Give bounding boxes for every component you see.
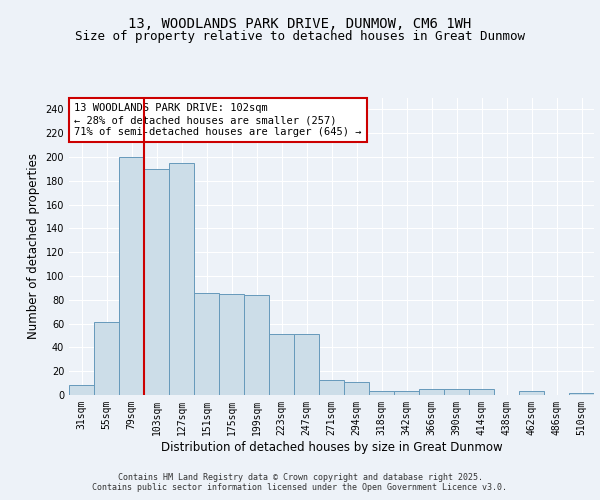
Text: Contains HM Land Registry data © Crown copyright and database right 2025.: Contains HM Land Registry data © Crown c… — [118, 472, 482, 482]
Text: 13 WOODLANDS PARK DRIVE: 102sqm
← 28% of detached houses are smaller (257)
71% o: 13 WOODLANDS PARK DRIVE: 102sqm ← 28% of… — [74, 104, 362, 136]
Text: 13, WOODLANDS PARK DRIVE, DUNMOW, CM6 1WH: 13, WOODLANDS PARK DRIVE, DUNMOW, CM6 1W… — [128, 18, 472, 32]
Bar — [569, 392, 594, 395]
Bar — [144, 169, 169, 395]
Bar — [394, 392, 419, 395]
Bar — [194, 292, 219, 395]
Bar — [219, 294, 244, 395]
Bar — [169, 163, 194, 395]
Y-axis label: Number of detached properties: Number of detached properties — [27, 153, 40, 340]
Bar — [269, 334, 294, 395]
X-axis label: Distribution of detached houses by size in Great Dunmow: Distribution of detached houses by size … — [161, 440, 502, 454]
Text: Size of property relative to detached houses in Great Dunmow: Size of property relative to detached ho… — [75, 30, 525, 43]
Bar — [294, 334, 319, 395]
Bar — [94, 322, 119, 395]
Bar — [369, 392, 394, 395]
Bar — [319, 380, 344, 395]
Bar — [344, 382, 369, 395]
Bar — [69, 386, 94, 395]
Bar — [519, 392, 544, 395]
Bar — [419, 389, 444, 395]
Bar — [244, 295, 269, 395]
Text: Contains public sector information licensed under the Open Government Licence v3: Contains public sector information licen… — [92, 482, 508, 492]
Bar — [469, 389, 494, 395]
Bar — [444, 389, 469, 395]
Bar — [119, 157, 144, 395]
